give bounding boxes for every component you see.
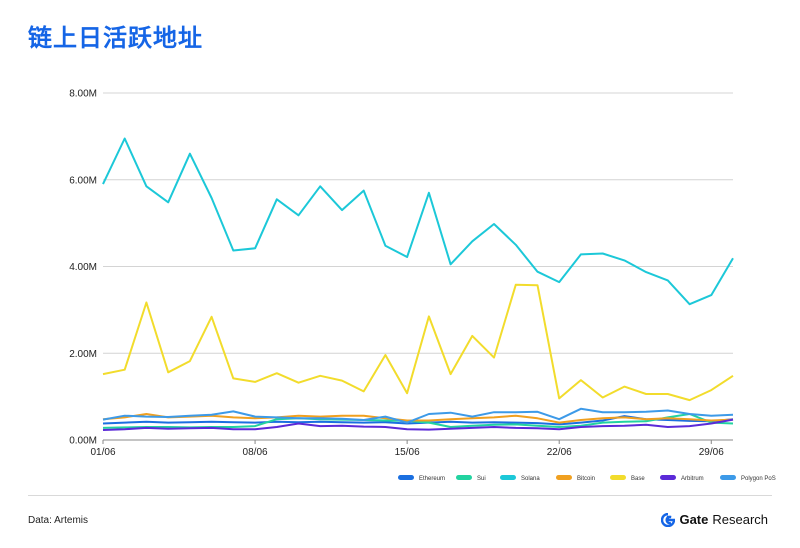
legend-label: Ethereum — [419, 476, 445, 482]
gate-logo-icon — [661, 512, 676, 527]
series-line-ethereum — [102, 415, 734, 426]
y-tick-label: 4.00M — [69, 262, 97, 273]
legend-swatch — [556, 475, 572, 480]
brand-name: Gate — [679, 512, 709, 527]
data-source: Data: Artemis — [28, 515, 89, 526]
legend-swatch — [398, 475, 414, 480]
legend-item: Polygon PoS — [720, 475, 776, 482]
y-tick-label: 8.00M — [69, 89, 97, 100]
series-line-polygon-pos — [102, 407, 734, 424]
legend-swatch — [660, 475, 676, 480]
legend-label: Sui — [477, 476, 486, 482]
legend-swatch — [720, 475, 736, 480]
legend-item: Bitcoin — [556, 475, 595, 482]
x-axis-ticks: 01/06 08/06 15/06 22/06 29/06 — [90, 440, 724, 458]
y-tick-label: 6.00M — [69, 175, 97, 186]
legend-label: Polygon PoS — [741, 476, 776, 482]
series-line-base — [102, 283, 734, 402]
y-tick-label: 2.00M — [69, 349, 97, 360]
legend-swatch — [610, 475, 626, 480]
x-tick-label: 08/06 — [243, 447, 268, 458]
y-axis-ticks: 0.00M 2.00M 4.00M 6.00M 8.00M — [69, 89, 97, 447]
legend-item: Sui — [456, 475, 486, 482]
legend-label: Bitcoin — [577, 476, 595, 482]
legend: Ethereum Sui Solana Bitcoin Base Arbitrum Poly… — [398, 475, 776, 482]
x-tick-label: 15/06 — [395, 447, 420, 458]
x-tick-label: 22/06 — [547, 447, 572, 458]
series-line-solana — [102, 137, 734, 306]
legend-item: Base — [610, 475, 645, 482]
legend-item: Arbitrum — [660, 475, 704, 482]
legend-label: Base — [631, 476, 645, 482]
legend-swatch — [456, 475, 472, 480]
legend-label: Arbitrum — [681, 476, 704, 482]
legend-label: Solana — [521, 476, 540, 482]
y-tick-label: 0.00M — [69, 436, 97, 447]
footer-divider — [28, 495, 772, 496]
chart-title: 链上日活跃地址 — [28, 24, 203, 52]
brand-logo: Gate Research — [661, 512, 768, 527]
grid-lines — [103, 92, 733, 441]
x-tick-label: 29/06 — [699, 447, 724, 458]
legend-swatch — [500, 475, 516, 480]
series-lines — [102, 137, 734, 431]
line-chart: 0.00M 2.00M 4.00M 6.00M 8.00M 01/06 08/06 15/0… — [69, 89, 776, 483]
brand-suffix: Research — [712, 512, 768, 527]
legend-item: Solana — [500, 475, 540, 482]
x-tick-label: 01/06 — [90, 447, 115, 458]
series-line-arbitrum — [102, 418, 734, 431]
legend-item: Ethereum — [398, 475, 445, 482]
